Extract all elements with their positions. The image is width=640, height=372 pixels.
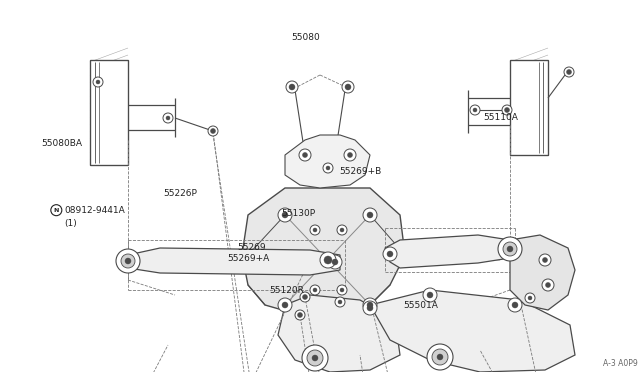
Circle shape bbox=[340, 288, 344, 292]
Circle shape bbox=[332, 259, 338, 265]
Polygon shape bbox=[510, 235, 575, 310]
Circle shape bbox=[299, 149, 311, 161]
Circle shape bbox=[166, 116, 170, 120]
Circle shape bbox=[427, 344, 453, 370]
Text: 55501A: 55501A bbox=[403, 301, 438, 310]
Circle shape bbox=[278, 208, 292, 222]
Circle shape bbox=[545, 282, 550, 288]
Circle shape bbox=[539, 254, 551, 266]
Text: 55269: 55269 bbox=[237, 243, 266, 252]
Circle shape bbox=[342, 81, 354, 93]
Circle shape bbox=[121, 254, 135, 268]
Circle shape bbox=[303, 295, 307, 299]
Circle shape bbox=[125, 258, 131, 264]
Circle shape bbox=[286, 81, 298, 93]
Text: 55110A: 55110A bbox=[483, 113, 518, 122]
Text: (1): (1) bbox=[64, 219, 77, 228]
Text: A-3 A0P9: A-3 A0P9 bbox=[604, 359, 638, 368]
Circle shape bbox=[328, 255, 342, 269]
Polygon shape bbox=[510, 60, 548, 155]
Circle shape bbox=[312, 355, 318, 361]
Circle shape bbox=[93, 77, 103, 87]
Circle shape bbox=[307, 350, 323, 366]
Polygon shape bbox=[385, 235, 510, 268]
Polygon shape bbox=[285, 135, 370, 188]
Circle shape bbox=[116, 249, 140, 273]
Circle shape bbox=[367, 305, 373, 311]
Circle shape bbox=[340, 228, 344, 232]
Circle shape bbox=[473, 108, 477, 112]
Text: 08912-9441A: 08912-9441A bbox=[64, 206, 125, 215]
Circle shape bbox=[338, 300, 342, 304]
Circle shape bbox=[512, 302, 518, 308]
Circle shape bbox=[508, 298, 522, 312]
Polygon shape bbox=[128, 248, 340, 275]
Text: 55269+B: 55269+B bbox=[339, 167, 381, 176]
Circle shape bbox=[427, 292, 433, 298]
Polygon shape bbox=[90, 60, 128, 165]
Circle shape bbox=[295, 310, 305, 320]
Text: N: N bbox=[54, 208, 59, 213]
Circle shape bbox=[337, 225, 347, 235]
Circle shape bbox=[278, 298, 292, 312]
Circle shape bbox=[363, 208, 377, 222]
Circle shape bbox=[367, 302, 373, 308]
Circle shape bbox=[345, 84, 351, 90]
Circle shape bbox=[326, 166, 330, 170]
Circle shape bbox=[432, 349, 448, 365]
Circle shape bbox=[310, 225, 320, 235]
Circle shape bbox=[310, 285, 320, 295]
Circle shape bbox=[282, 302, 288, 308]
Circle shape bbox=[363, 298, 377, 312]
Circle shape bbox=[96, 80, 100, 84]
Circle shape bbox=[335, 297, 345, 307]
Circle shape bbox=[503, 242, 517, 256]
Circle shape bbox=[324, 256, 332, 264]
Circle shape bbox=[566, 70, 572, 74]
Circle shape bbox=[302, 345, 328, 371]
Circle shape bbox=[543, 257, 547, 263]
Circle shape bbox=[528, 296, 532, 300]
Polygon shape bbox=[278, 295, 400, 372]
Circle shape bbox=[423, 288, 437, 302]
Circle shape bbox=[298, 312, 303, 317]
Circle shape bbox=[363, 301, 377, 315]
Text: 55130P: 55130P bbox=[282, 209, 316, 218]
Circle shape bbox=[344, 149, 356, 161]
Circle shape bbox=[504, 108, 509, 112]
Circle shape bbox=[348, 153, 353, 157]
Circle shape bbox=[211, 128, 216, 134]
Circle shape bbox=[323, 163, 333, 173]
Circle shape bbox=[300, 292, 310, 302]
Circle shape bbox=[208, 126, 218, 136]
Circle shape bbox=[320, 252, 336, 268]
Circle shape bbox=[383, 247, 397, 261]
Circle shape bbox=[163, 113, 173, 123]
Circle shape bbox=[542, 279, 554, 291]
Text: 55269+A: 55269+A bbox=[227, 254, 269, 263]
Circle shape bbox=[437, 354, 443, 360]
Circle shape bbox=[470, 105, 480, 115]
Circle shape bbox=[303, 153, 307, 157]
Text: 55080BA: 55080BA bbox=[42, 139, 83, 148]
Text: 55120R: 55120R bbox=[269, 286, 303, 295]
Circle shape bbox=[289, 84, 295, 90]
Text: 55080: 55080 bbox=[291, 33, 320, 42]
Circle shape bbox=[313, 228, 317, 232]
Circle shape bbox=[282, 212, 288, 218]
Polygon shape bbox=[242, 188, 405, 315]
Circle shape bbox=[367, 212, 373, 218]
Circle shape bbox=[502, 105, 512, 115]
Circle shape bbox=[525, 293, 535, 303]
Circle shape bbox=[313, 288, 317, 292]
Circle shape bbox=[387, 251, 393, 257]
Circle shape bbox=[564, 67, 574, 77]
Text: 55226P: 55226P bbox=[163, 189, 197, 198]
Polygon shape bbox=[370, 290, 575, 372]
Circle shape bbox=[507, 246, 513, 252]
Circle shape bbox=[337, 285, 347, 295]
Circle shape bbox=[498, 237, 522, 261]
